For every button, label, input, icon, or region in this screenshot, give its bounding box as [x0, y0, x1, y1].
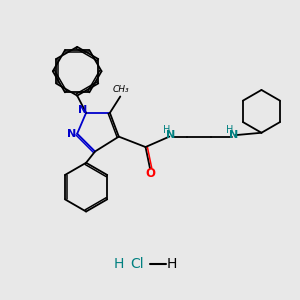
Text: H: H: [226, 125, 233, 135]
Text: O: O: [145, 167, 155, 180]
Text: H: H: [163, 125, 171, 135]
Text: H: H: [114, 257, 124, 272]
Text: N: N: [67, 129, 76, 139]
Text: N: N: [229, 130, 238, 140]
Text: N: N: [166, 130, 175, 140]
Text: N: N: [78, 106, 87, 116]
Text: Cl: Cl: [130, 257, 143, 272]
Text: CH₃: CH₃: [113, 85, 130, 94]
Text: H: H: [167, 257, 178, 272]
